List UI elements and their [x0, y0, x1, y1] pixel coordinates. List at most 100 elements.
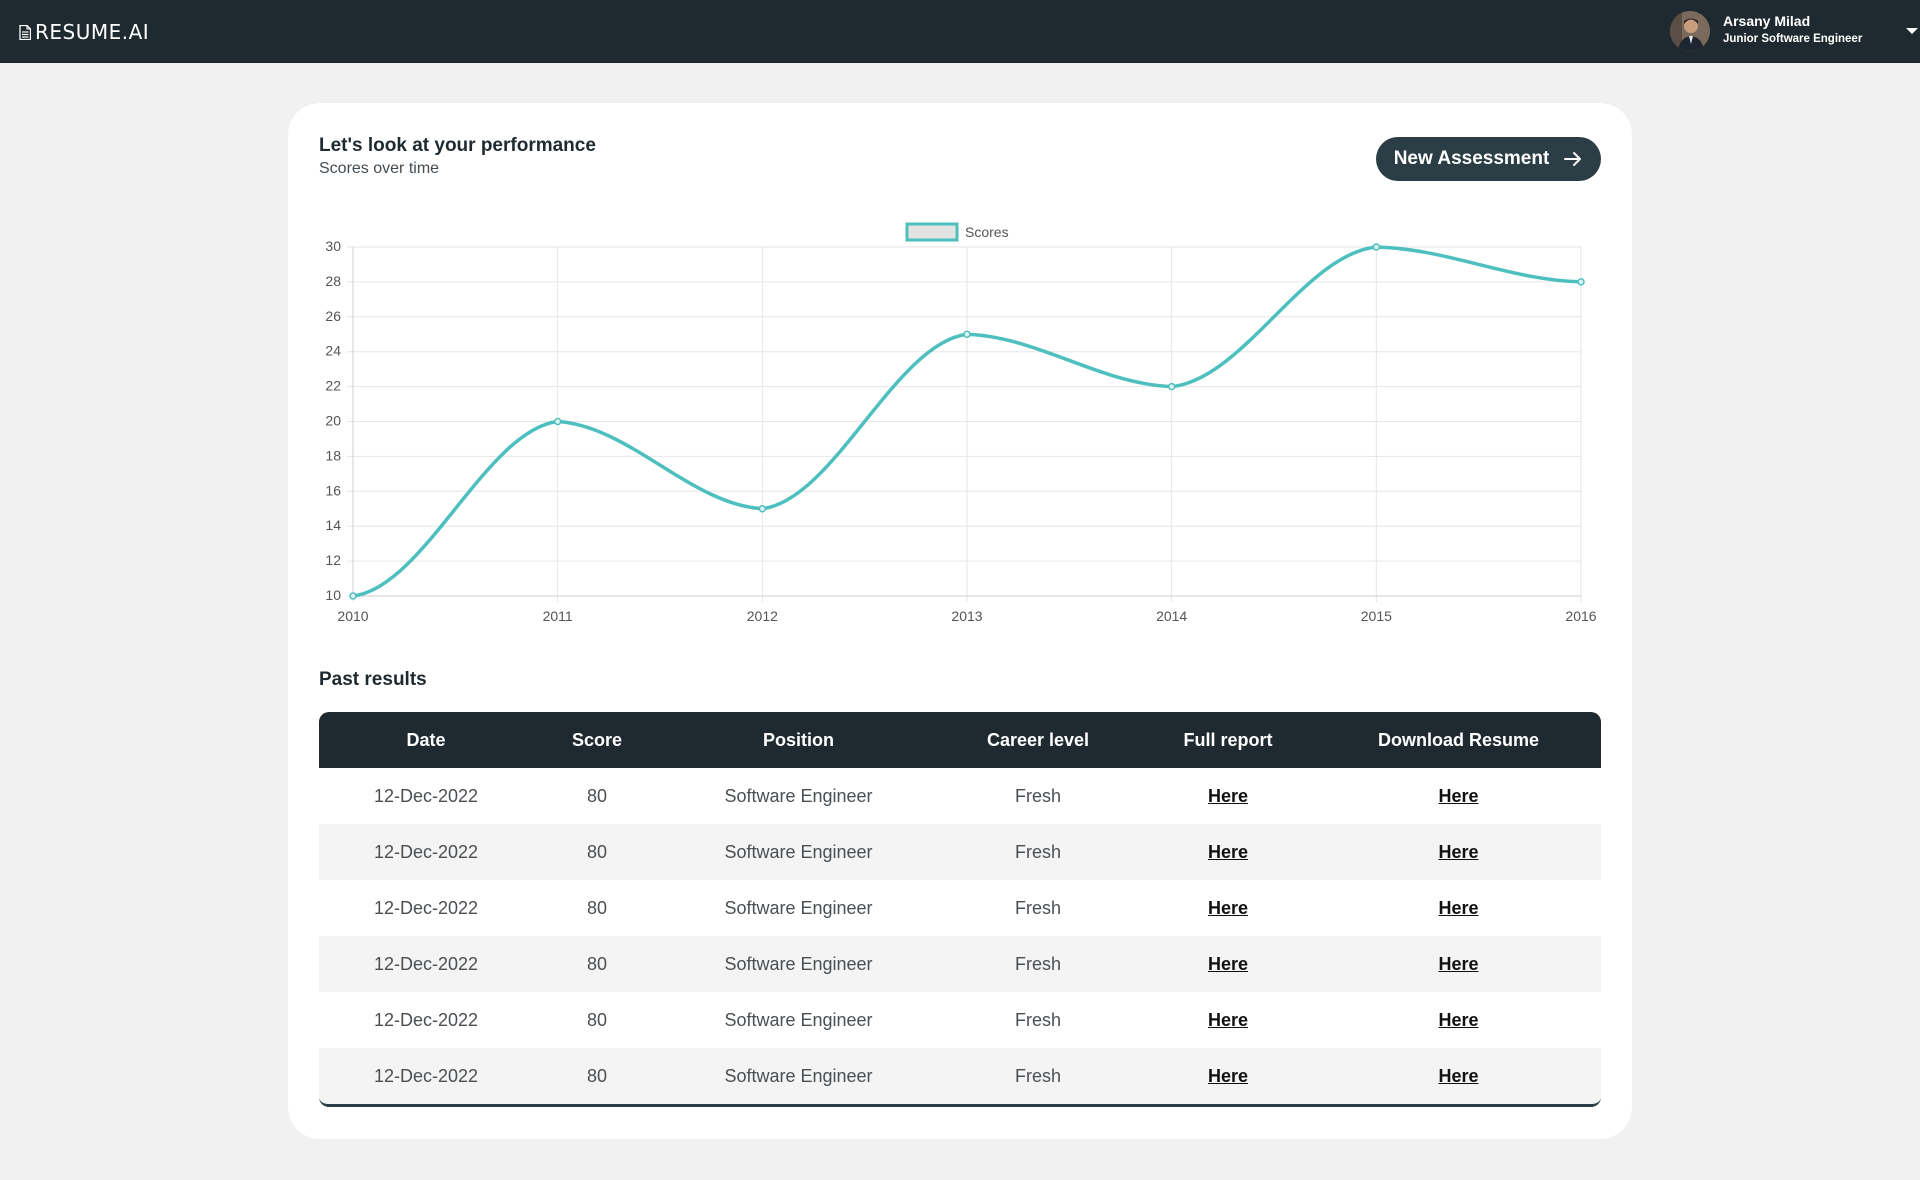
- cell-full-report: Here: [1140, 880, 1316, 936]
- y-tick-label: 20: [325, 413, 341, 429]
- cell-date: 12-Dec-2022: [373, 1009, 479, 1030]
- full-report-link[interactable]: Here: [1207, 1065, 1249, 1086]
- avatar[interactable]: [1670, 11, 1710, 51]
- table-header: Date Score Position Career level Full re…: [319, 712, 1601, 768]
- cell-download-resume: Here: [1316, 824, 1601, 880]
- download-resume-link[interactable]: Here: [1438, 897, 1479, 918]
- top-navbar: RESUME.AI Arsany Milad Junior Software E…: [0, 0, 1920, 63]
- y-tick-label: 28: [325, 273, 341, 289]
- user-menu[interactable]: Arsany Milad Junior Software Engineer: [1670, 11, 1920, 53]
- data-point: [349, 592, 357, 600]
- cell-download-resume: Here: [1316, 936, 1601, 992]
- download-resume-link[interactable]: Here: [1438, 1009, 1479, 1030]
- cell-position: Software Engineer: [724, 1009, 873, 1030]
- cell-position: Software Engineer: [724, 1065, 873, 1086]
- y-tick-label: 18: [325, 447, 341, 463]
- cell-full-report: Here: [1140, 768, 1316, 824]
- download-resume-link[interactable]: Here: [1438, 1065, 1479, 1086]
- data-point: [1372, 243, 1381, 251]
- column-header-full-report: Full report: [1183, 729, 1273, 750]
- download-resume-link[interactable]: Here: [1438, 953, 1479, 974]
- column-header-score: Score: [571, 729, 623, 750]
- cell-date: 12-Dec-2022: [373, 841, 479, 862]
- data-point: [1577, 278, 1585, 286]
- cell-full-report: Here: [1140, 1048, 1316, 1104]
- performance-subtitle: Scores over time: [319, 160, 440, 177]
- x-tick-label: 2013: [951, 608, 982, 624]
- cell-career-level: Fresh: [1014, 953, 1061, 974]
- caret-down-icon[interactable]: [1904, 23, 1920, 39]
- cell-career-level: Fresh: [1014, 897, 1061, 918]
- table-row: 12-Dec-2022 80 Software Engineer Fresh H…: [319, 936, 1601, 992]
- cell-download-resume: Here: [1316, 992, 1601, 1048]
- y-tick-label: 10: [325, 587, 341, 603]
- table-row: 12-Dec-2022 80 Software Engineer Fresh H…: [319, 824, 1601, 880]
- past-results-title: Past results: [319, 669, 427, 690]
- user-name: Arsany Milad: [1723, 13, 1811, 29]
- x-tick-label: 2016: [1565, 608, 1596, 624]
- cell-position: Software Engineer: [724, 897, 873, 918]
- cell-career-level: Fresh: [1014, 785, 1061, 806]
- table-row: 12-Dec-2022 80 Software Engineer Fresh H…: [319, 880, 1601, 936]
- table-row: 12-Dec-2022 80 Software Engineer Fresh H…: [319, 992, 1601, 1048]
- y-tick-label: 22: [325, 378, 341, 394]
- cell-download-resume: Here: [1316, 768, 1601, 824]
- y-tick-label: 16: [325, 482, 341, 498]
- cell-position: Software Engineer: [724, 785, 873, 806]
- cell-date: 12-Dec-2022: [373, 1065, 479, 1086]
- cell-score: 80: [586, 1065, 608, 1086]
- column-header-download-resume: Download Resume: [1377, 729, 1540, 750]
- full-report-link[interactable]: Here: [1207, 841, 1249, 862]
- cell-date: 12-Dec-2022: [373, 953, 479, 974]
- full-report-link[interactable]: Here: [1207, 1009, 1249, 1030]
- cell-date: 12-Dec-2022: [373, 785, 479, 806]
- cell-download-resume: Here: [1316, 1048, 1601, 1104]
- y-tick-label: 30: [325, 238, 341, 254]
- logo-text: RESUME.AI: [35, 20, 150, 44]
- user-role: Junior Software Engineer: [1723, 33, 1863, 45]
- app-logo[interactable]: RESUME.AI: [19, 20, 149, 44]
- past-results-table: Date Score Position Career level Full re…: [319, 712, 1601, 1107]
- y-tick-label: 14: [325, 517, 341, 533]
- cell-position: Software Engineer: [724, 841, 873, 862]
- table-row: 12-Dec-2022 80 Software Engineer Fresh H…: [319, 768, 1601, 824]
- cell-download-resume: Here: [1316, 880, 1601, 936]
- full-report-link[interactable]: Here: [1207, 953, 1249, 974]
- y-tick-label: 24: [325, 343, 341, 359]
- cell-score: 80: [586, 841, 608, 862]
- full-report-link[interactable]: Here: [1207, 785, 1249, 806]
- cell-position: Software Engineer: [724, 953, 873, 974]
- scores-line-chart: 10 12 14 16 18 20 22 24 26 28 30 2010 2011 2012 2013 20…: [325, 222, 1597, 624]
- series-line-scores: [352, 245, 1582, 598]
- download-resume-link[interactable]: Here: [1438, 785, 1479, 806]
- new-assessment-button[interactable]: New Assessment: [1376, 137, 1601, 181]
- x-tick-label: 2011: [543, 608, 573, 624]
- performance-title: Let's look at your performance: [319, 135, 596, 156]
- cell-date: 12-Dec-2022: [373, 897, 479, 918]
- data-point: [553, 417, 562, 426]
- cell-career-level: Fresh: [1014, 841, 1061, 862]
- avatar-photo-icon: [1670, 11, 1710, 51]
- document-icon: [19, 24, 31, 40]
- column-header-position: Position: [763, 729, 834, 750]
- x-tick-label: 2015: [1361, 608, 1392, 624]
- legend-swatch: [905, 222, 959, 242]
- arrow-right-icon: [1564, 152, 1582, 166]
- cell-score: 80: [586, 1009, 608, 1030]
- data-point: [963, 330, 971, 338]
- cell-full-report: Here: [1140, 936, 1316, 992]
- legend-label: Scores: [965, 224, 1009, 240]
- column-header-career-level: Career level: [986, 729, 1090, 750]
- table-row: 12-Dec-2022 80 Software Engineer Fresh H…: [319, 1048, 1601, 1104]
- x-tick-label: 2010: [337, 608, 368, 624]
- full-report-link[interactable]: Here: [1207, 897, 1249, 918]
- cell-score: 80: [586, 897, 608, 918]
- data-point: [1167, 382, 1176, 391]
- cell-career-level: Fresh: [1014, 1065, 1061, 1086]
- x-tick-label: 2014: [1156, 608, 1187, 624]
- y-tick-label: 26: [325, 308, 341, 324]
- download-resume-link[interactable]: Here: [1438, 841, 1479, 862]
- new-assessment-label: New Assessment: [1393, 148, 1550, 169]
- data-point: [758, 505, 767, 513]
- performance-card: Let's look at your performance Scores ov…: [288, 103, 1632, 1139]
